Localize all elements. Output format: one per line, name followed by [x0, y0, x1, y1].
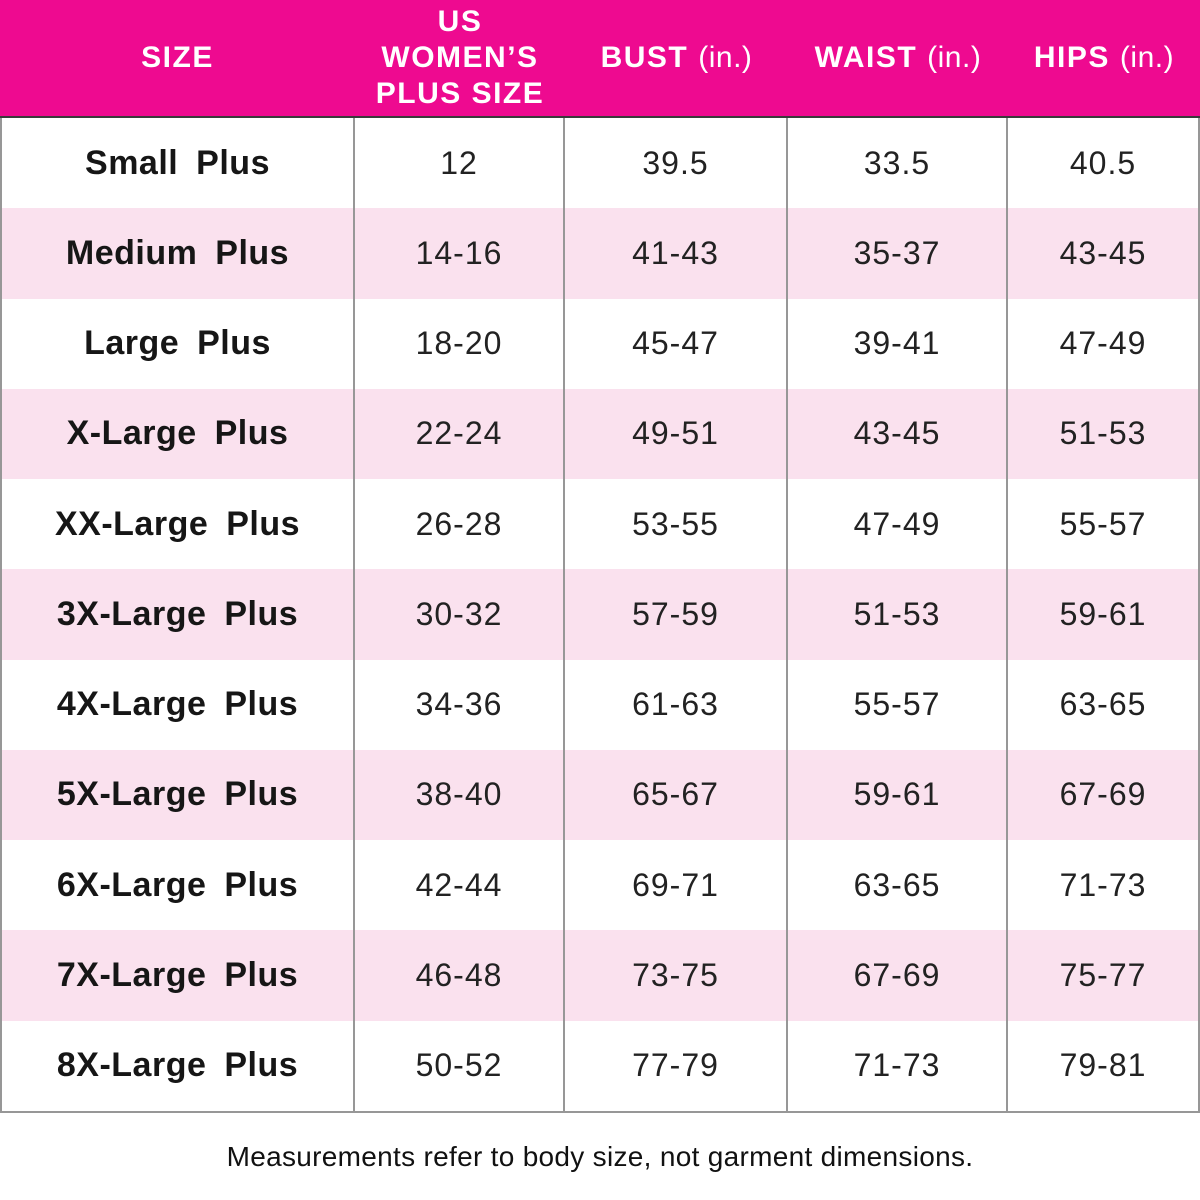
- waist-cell: 51-53: [788, 569, 1008, 660]
- hips-cell: 71-73: [1008, 840, 1200, 931]
- table-header-row: SIZE US WOMEN’S PLUS SIZE BUST (in.) WAI…: [0, 0, 1200, 118]
- measurement-footnote: Measurements refer to body size, not gar…: [226, 1140, 974, 1172]
- bust-cell: 45-47: [565, 298, 788, 389]
- bust-cell: 65-67: [565, 749, 788, 841]
- waist-cell: 71-73: [788, 1020, 1008, 1111]
- hips-cell: 75-77: [1008, 930, 1200, 1021]
- column-header-size: SIZE: [0, 0, 355, 116]
- waist-cell: 35-37: [788, 208, 1008, 299]
- plus-size-cell: 14-16: [355, 208, 565, 299]
- column-header-hips: HIPS (in.): [1008, 0, 1200, 116]
- column-header-label: HIPS: [1033, 41, 1110, 74]
- bust-cell: 57-59: [565, 569, 788, 660]
- hips-cell: 43-45: [1008, 208, 1200, 299]
- column-header-unit: (in.): [698, 41, 753, 74]
- waist-cell: 59-61: [788, 749, 1008, 841]
- column-header-waist: WAIST (in.): [788, 0, 1008, 116]
- column-header-label: US WOMEN’S PLUS SIZE: [375, 5, 545, 110]
- waist-cell: 63-65: [788, 840, 1008, 931]
- hips-cell: 63-65: [1008, 659, 1200, 750]
- hips-cell: 59-61: [1008, 569, 1200, 660]
- hips-cell: 79-81: [1008, 1020, 1200, 1111]
- size-cell: X-Large Plus: [0, 388, 355, 480]
- column-header-label: BUST: [600, 41, 689, 74]
- size-cell: 8X-Large Plus: [0, 1020, 355, 1111]
- table-row: 4X-Large Plus 34-36 61-63 55-57 63-65: [0, 659, 1200, 750]
- table-row: X-Large Plus 22-24 49-51 43-45 51-53: [0, 388, 1200, 480]
- table-body: Small Plus 12 39.5 33.5 40.5 Medium Plus…: [0, 118, 1200, 1113]
- size-cell: Large Plus: [0, 298, 355, 389]
- waist-cell: 55-57: [788, 659, 1008, 750]
- waist-cell: 67-69: [788, 930, 1008, 1021]
- plus-size-cell: 18-20: [355, 298, 565, 389]
- hips-cell: 67-69: [1008, 749, 1200, 841]
- table-row: 3X-Large Plus 30-32 57-59 51-53 59-61: [0, 569, 1200, 660]
- plus-size-cell: 34-36: [355, 659, 565, 750]
- bust-cell: 41-43: [565, 208, 788, 299]
- size-cell: Medium Plus: [0, 208, 355, 299]
- hips-cell: 47-49: [1008, 298, 1200, 389]
- size-cell: 5X-Large Plus: [0, 749, 355, 841]
- table-row: XX-Large Plus 26-28 53-55 47-49 55-57: [0, 479, 1200, 570]
- table-row: Large Plus 18-20 45-47 39-41 47-49: [0, 298, 1200, 389]
- bust-cell: 73-75: [565, 930, 788, 1021]
- plus-size-cell: 30-32: [355, 569, 565, 660]
- table-row: Small Plus 12 39.5 33.5 40.5: [0, 118, 1200, 209]
- column-header-label: SIZE: [141, 41, 214, 74]
- table-row: 5X-Large Plus 38-40 65-67 59-61 67-69: [0, 749, 1200, 841]
- bust-cell: 69-71: [565, 840, 788, 931]
- table-row: 8X-Large Plus 50-52 77-79 71-73 79-81: [0, 1020, 1200, 1111]
- bust-cell: 61-63: [565, 659, 788, 750]
- plus-size-cell: 26-28: [355, 479, 565, 570]
- hips-cell: 40.5: [1008, 118, 1200, 209]
- bust-cell: 77-79: [565, 1020, 788, 1111]
- bust-cell: 53-55: [565, 479, 788, 570]
- column-header-plus-size: US WOMEN’S PLUS SIZE: [355, 0, 565, 116]
- plus-size-cell: 50-52: [355, 1020, 565, 1111]
- size-cell: Small Plus: [0, 118, 355, 209]
- table-row: Medium Plus 14-16 41-43 35-37 43-45: [0, 208, 1200, 299]
- column-header-unit: (in.): [927, 41, 982, 74]
- plus-size-cell: 12: [355, 118, 565, 209]
- table-row: 6X-Large Plus 42-44 69-71 63-65 71-73: [0, 840, 1200, 931]
- waist-cell: 43-45: [788, 388, 1008, 480]
- column-header-label: WAIST: [814, 41, 918, 74]
- waist-cell: 47-49: [788, 479, 1008, 570]
- plus-size-cell: 38-40: [355, 749, 565, 841]
- waist-cell: 39-41: [788, 298, 1008, 389]
- plus-size-cell: 42-44: [355, 840, 565, 931]
- size-cell: 4X-Large Plus: [0, 659, 355, 750]
- size-cell: 7X-Large Plus: [0, 930, 355, 1021]
- table-row: 7X-Large Plus 46-48 73-75 67-69 75-77: [0, 930, 1200, 1021]
- size-cell: 3X-Large Plus: [0, 569, 355, 660]
- column-header-unit: (in.): [1119, 41, 1175, 74]
- bust-cell: 39.5: [565, 118, 788, 209]
- bust-cell: 49-51: [565, 388, 788, 480]
- size-cell: XX-Large Plus: [0, 479, 355, 570]
- hips-cell: 51-53: [1008, 388, 1200, 480]
- column-header-bust: BUST (in.): [565, 0, 788, 116]
- plus-size-cell: 46-48: [355, 930, 565, 1021]
- plus-size-cell: 22-24: [355, 388, 565, 480]
- waist-cell: 33.5: [788, 118, 1008, 209]
- size-cell: 6X-Large Plus: [0, 840, 355, 931]
- hips-cell: 55-57: [1008, 479, 1200, 570]
